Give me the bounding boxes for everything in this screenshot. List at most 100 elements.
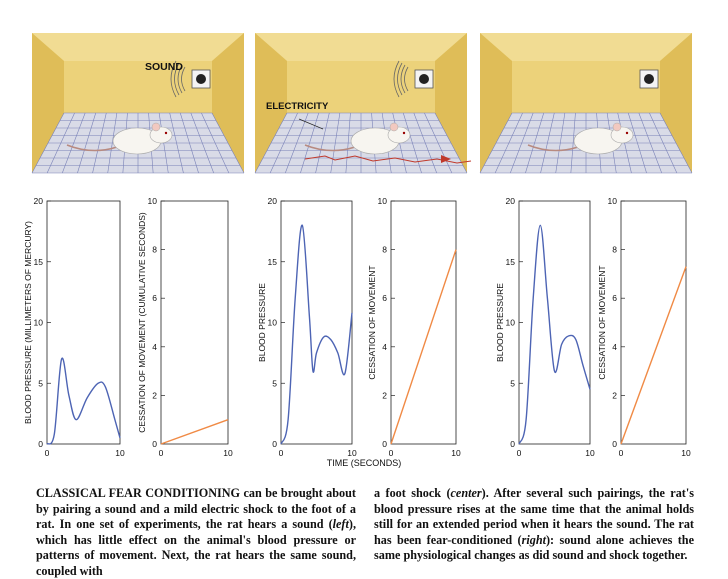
y-tick-label: 4 — [382, 342, 387, 352]
y-tick-label: 6 — [612, 293, 617, 303]
grid-line — [479, 112, 513, 174]
rat-tail — [304, 144, 356, 152]
grid-line — [107, 112, 118, 174]
back-wall — [287, 61, 435, 113]
rat-ear — [389, 122, 399, 132]
y-tick-label: 0 — [510, 439, 515, 449]
grid-line — [190, 112, 214, 174]
y-tick-label: 2 — [612, 390, 617, 400]
y-tick-label: 0 — [612, 439, 617, 449]
left-wall — [255, 33, 287, 173]
x-tick-label: 10 — [585, 448, 595, 458]
room-panel-left — [31, 33, 245, 174]
y-axis-label: CESSATION OF MOVEMENT (CUMULATIVE SECOND… — [137, 212, 147, 433]
grid-line — [315, 112, 330, 174]
right-wall — [435, 33, 467, 173]
grid-line — [494, 112, 523, 174]
plot-frame — [518, 200, 591, 445]
x-tick-label: 0 — [279, 448, 284, 458]
rat-ear — [612, 122, 622, 132]
chart-right-movement: 2 4 6 8 10 00 10 CESSATION OF MOVEMENT — [597, 196, 691, 458]
rat-eye — [625, 131, 629, 135]
y-tick-label: 0 — [152, 439, 157, 449]
grid-line — [254, 112, 288, 174]
y-tick-label: 10 — [506, 318, 516, 328]
grid-line — [92, 112, 107, 174]
caption-text-3: a foot shock ( — [374, 486, 451, 500]
grid-line — [211, 112, 245, 174]
y-tick-label: 10 — [378, 196, 388, 206]
y-tick-label: 15 — [268, 257, 278, 267]
y-tick-label: 2 — [152, 390, 157, 400]
grid-line — [201, 112, 230, 174]
movement-line — [390, 249, 457, 445]
y-tick-label: 15 — [34, 257, 44, 267]
electricity-label: ELECTRICITY — [266, 101, 329, 112]
y-tick-label: 4 — [612, 342, 617, 352]
y-tick-label: 20 — [34, 196, 44, 206]
grid-line — [269, 112, 298, 174]
room-panel-center — [254, 33, 472, 174]
movement-line — [620, 266, 687, 445]
y-tick-label: 4 — [152, 342, 157, 352]
grid-line — [649, 112, 678, 174]
y-tick-label: 6 — [382, 293, 387, 303]
y-axis-label: BLOOD PRESSURE (MILLIMETERS OF MERCURY) — [23, 221, 33, 424]
plot-frame — [160, 200, 229, 445]
speaker-cone-icon — [196, 74, 206, 84]
electric-shock-line — [304, 155, 472, 164]
x-tick-label: 0 — [159, 448, 164, 458]
grid-line — [413, 112, 437, 174]
grid-line — [555, 112, 566, 174]
shock-arrow-icon — [441, 155, 451, 163]
x-tick-label: 10 — [347, 448, 357, 458]
y-axis-label: CESSATION OF MOVEMENT — [367, 265, 377, 379]
y-tick-label: 5 — [510, 378, 515, 388]
right-wall — [660, 33, 692, 173]
grid-line — [46, 112, 75, 174]
blood-pressure-line — [518, 224, 591, 445]
caption-right-word: right — [521, 532, 546, 547]
ceiling — [255, 33, 467, 61]
plot-frame — [390, 200, 457, 445]
rat-tail — [66, 144, 118, 152]
plot-frame — [280, 200, 353, 445]
x-tick-label: 10 — [115, 448, 125, 458]
y-axis-label: BLOOD PRESSURE — [495, 283, 505, 362]
grid-line — [540, 112, 555, 174]
caption-left-column: CLASSICAL FEAR CONDITIONING can be broug… — [36, 486, 356, 579]
y-axis-label: CESSATION OF MOVEMENT — [597, 265, 607, 379]
x-tick-label: 0 — [45, 448, 50, 458]
blood-pressure-line — [280, 224, 353, 445]
grid-line — [62, 112, 86, 174]
x-tick-label: 0 — [517, 448, 522, 458]
plot-frame — [620, 200, 687, 445]
caption-text-1: can be brought about by pairing a sound … — [36, 486, 356, 531]
grid-line — [638, 112, 662, 174]
grid-line — [659, 112, 693, 174]
right-wall — [212, 33, 244, 173]
grid-line — [300, 112, 320, 174]
x-tick-label: 10 — [223, 448, 233, 458]
sound-wave-icon — [404, 66, 409, 92]
sound-wave-icon — [393, 60, 400, 98]
speaker-cone-icon — [644, 74, 654, 84]
grid-line — [169, 112, 184, 174]
y-tick-label: 0 — [272, 439, 277, 449]
ceiling — [32, 33, 244, 61]
y-tick-label: 15 — [506, 257, 516, 267]
grid-line — [402, 112, 422, 174]
sound-wave-icon — [177, 64, 183, 94]
y-tick-label: 20 — [268, 196, 278, 206]
y-tick-label: 2 — [382, 390, 387, 400]
grid-line — [525, 112, 545, 174]
rat-eye — [164, 131, 168, 135]
y-tick-label: 0 — [382, 439, 387, 449]
sound-wave-icon — [174, 62, 180, 96]
sound-label: SOUND — [145, 61, 183, 73]
